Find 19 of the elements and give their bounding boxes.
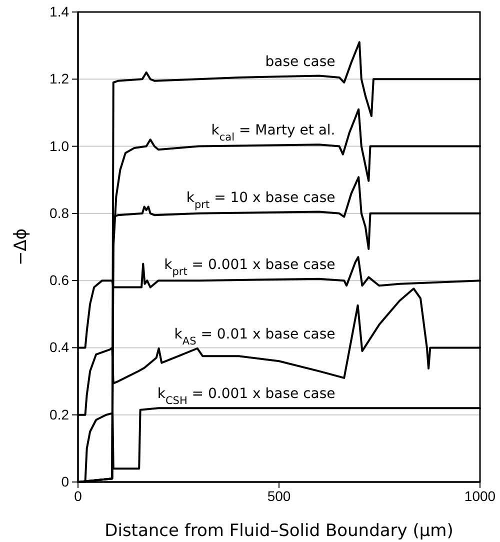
x-tick-label: 1000: [464, 488, 496, 504]
y-tick-label: 0.4: [50, 339, 70, 356]
x-tick-label: 500: [267, 488, 291, 504]
x-axis-title: Distance from Fluid–Solid Boundary (μm): [104, 521, 454, 541]
y-tick-label: 1.4: [50, 3, 70, 20]
series-label: k$_{AS}$ = 0.01 x base case: [174, 326, 336, 348]
y-tick-label: 0.2: [50, 406, 70, 422]
series-label: k$_{cal}$ = Marty et al.: [211, 122, 336, 144]
y-tick-label: 1.0: [50, 138, 70, 154]
y-tick-label: 0.8: [50, 204, 70, 221]
y-tick-label: 0.6: [50, 272, 70, 288]
series-label: k$_{CSH}$ = 0.001 x base case: [157, 386, 336, 408]
y-tick-label: 0: [61, 473, 70, 490]
y-tick-label: 1.2: [50, 70, 70, 87]
series-label: k$_{prt}$ = 0.001 x base case: [164, 256, 336, 278]
x-tick-label: 0: [74, 488, 82, 504]
series-label: base case: [265, 54, 336, 70]
y-axis-title: −Δϕ: [11, 228, 31, 266]
series-label: k$_{prt}$ = 10 x base case: [186, 190, 336, 211]
